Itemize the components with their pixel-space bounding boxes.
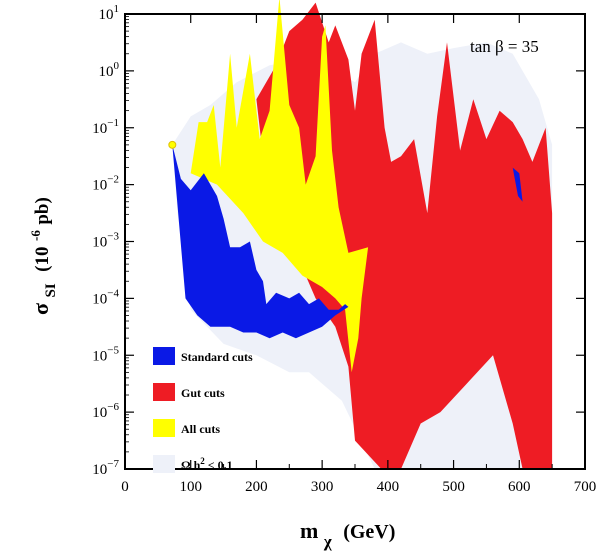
x-axis-symbol: m <box>300 518 318 543</box>
x-axis-subscript: χ <box>323 532 332 551</box>
y-tick-label: 10−1 <box>92 117 119 137</box>
x-axis-units: (GeV) <box>343 521 395 543</box>
y-tick-label: 10−2 <box>92 174 119 194</box>
legend-label: Standard cuts <box>181 350 253 364</box>
marker-layer <box>168 140 177 149</box>
y-axis-symbol: σ <box>28 303 53 315</box>
endpoint-marker <box>168 140 177 149</box>
y-tick-label: 10−3 <box>92 231 119 251</box>
legend-label: Ω h2 < 0.1 <box>181 456 233 472</box>
y-axis-title: σ SI (10 -6 pb) <box>20 197 60 315</box>
x-axis-title: m χ (GeV) <box>300 518 395 552</box>
region-4 <box>512 167 523 202</box>
y-tick-label: 10−4 <box>92 287 119 307</box>
region-layer <box>172 0 553 470</box>
y-axis-subscript: SI <box>43 283 59 297</box>
y-tick-label: 10−7 <box>92 458 119 478</box>
x-tick-label: 700 <box>574 479 597 495</box>
legend-label: Gut cuts <box>181 386 225 400</box>
legend: Standard cuts Gut cuts All cuts Ω h2 < 0.1 <box>153 347 253 473</box>
x-tick-label: 600 <box>508 479 531 495</box>
y-tick-label: 101 <box>99 3 120 23</box>
legend-swatch <box>153 383 175 401</box>
y-tick-label: 100 <box>99 60 120 80</box>
legend-swatch <box>153 455 175 473</box>
x-tick-label: 500 <box>442 479 465 495</box>
x-tick-label: 0 <box>121 479 129 495</box>
region-2 <box>190 0 369 373</box>
x-tick-label: 300 <box>311 479 334 495</box>
y-tick-label: 10−6 <box>92 401 119 421</box>
annotation-tan-beta: tan β = 35 <box>470 37 539 56</box>
y-axis-units: (10 <box>32 247 53 272</box>
x-tick-label: 200 <box>245 479 268 495</box>
tick-layer: 0 100 200 300 400 500 600 700 10−7 10−6 10−5 10−4 10… <box>92 3 596 495</box>
y-axis-units-exponent: -6 <box>28 230 43 241</box>
y-axis-units-end: pb) <box>32 197 53 224</box>
legend-label: All cuts <box>181 422 220 436</box>
region-3 <box>172 144 349 339</box>
x-tick-label: 100 <box>179 479 202 495</box>
legend-swatch <box>153 347 175 365</box>
legend-swatch <box>153 419 175 437</box>
y-tick-label: 10−5 <box>92 344 119 364</box>
x-tick-label: 400 <box>377 479 400 495</box>
